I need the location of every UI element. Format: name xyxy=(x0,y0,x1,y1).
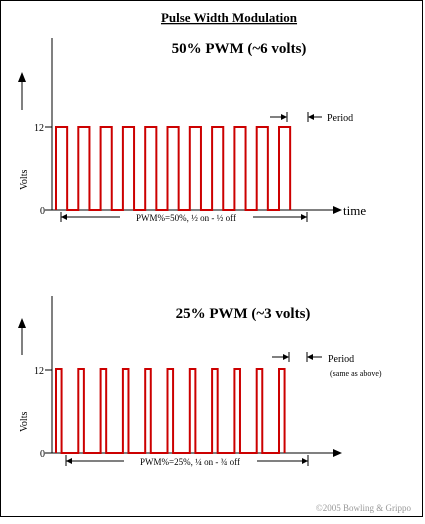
up-arrow-icon xyxy=(18,72,26,82)
period-marker xyxy=(270,112,322,122)
span-indicator xyxy=(60,212,308,222)
pwm-waveform xyxy=(55,126,292,211)
x-axis-arrow-icon xyxy=(333,206,342,214)
span-label: PWM%=50%, ½ on - ½ off xyxy=(136,213,236,223)
x-axis-arrow-icon xyxy=(333,449,342,457)
y-axis-label: Volts xyxy=(19,170,30,190)
period-note: (same as above) xyxy=(330,369,382,378)
up-arrow-icon xyxy=(18,318,26,328)
period-label: Period xyxy=(328,354,354,365)
tick-label-0: 0 xyxy=(40,449,45,460)
tick-label-12: 12 xyxy=(34,366,44,377)
span-indicator xyxy=(65,455,309,466)
tick-label-0: 0 xyxy=(40,206,45,217)
y-axis-label: Volts xyxy=(19,412,30,432)
span-label: PWM%=25%, ¼ on - ¾ off xyxy=(140,457,240,467)
panel-heading: 25% PWM (~3 volts) xyxy=(176,306,311,322)
panel-heading: 50% PWM (~6 volts) xyxy=(172,41,307,57)
tick-label-12: 12 xyxy=(34,123,44,134)
main-title: Pulse Width Modulation xyxy=(161,10,298,25)
period-marker xyxy=(272,352,322,362)
panel-50-percent: 50% PWM (~6 volts) time 12 0 Volts Perio… xyxy=(18,38,366,223)
panel-25-percent: 25% PWM (~3 volts) 12 0 Volts Period (sa… xyxy=(18,296,382,467)
pwm-waveform xyxy=(55,368,286,454)
x-axis-label: time xyxy=(343,203,366,218)
period-label: Period xyxy=(327,113,353,124)
copyright-notice: ©2005 Bowling & Grippo xyxy=(316,503,412,513)
